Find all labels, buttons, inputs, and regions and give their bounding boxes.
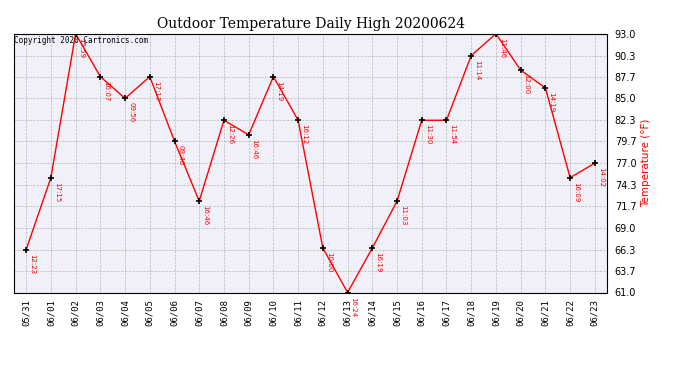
Text: 09:46: 09:46 bbox=[177, 146, 184, 166]
Text: 14:19: 14:19 bbox=[277, 81, 282, 101]
Text: 16:07: 16:07 bbox=[104, 81, 109, 101]
Text: 17:17: 17:17 bbox=[152, 81, 159, 101]
Text: 10:00: 10:00 bbox=[326, 252, 332, 273]
Text: 12:26: 12:26 bbox=[227, 124, 233, 144]
Text: 14:02: 14:02 bbox=[598, 167, 604, 187]
Text: 16:46: 16:46 bbox=[252, 139, 257, 159]
Text: 11:03: 11:03 bbox=[400, 205, 406, 225]
Text: 11:30: 11:30 bbox=[425, 124, 431, 145]
Text: 16:19: 16:19 bbox=[375, 252, 382, 273]
Text: 11:46: 11:46 bbox=[499, 38, 505, 58]
Text: 09:56: 09:56 bbox=[128, 102, 134, 123]
Text: 12:23: 12:23 bbox=[29, 254, 35, 274]
Title: Outdoor Temperature Daily High 20200624: Outdoor Temperature Daily High 20200624 bbox=[157, 17, 464, 31]
Text: 16:46: 16:46 bbox=[202, 205, 208, 225]
Text: 15:59: 15:59 bbox=[79, 38, 85, 58]
Text: 17:15: 17:15 bbox=[54, 182, 60, 202]
Text: 12:00: 12:00 bbox=[524, 74, 530, 94]
Text: 16:24: 16:24 bbox=[351, 297, 357, 316]
Y-axis label: Temperature (°F): Temperature (°F) bbox=[640, 119, 651, 207]
Text: 11:14: 11:14 bbox=[474, 60, 480, 80]
Text: 16:12: 16:12 bbox=[301, 124, 307, 145]
Text: 11:54: 11:54 bbox=[449, 124, 455, 144]
Text: 14:19: 14:19 bbox=[549, 92, 554, 112]
Text: Copyright 2020 Cartronics.com: Copyright 2020 Cartronics.com bbox=[14, 36, 148, 45]
Text: 16:09: 16:09 bbox=[573, 182, 579, 202]
